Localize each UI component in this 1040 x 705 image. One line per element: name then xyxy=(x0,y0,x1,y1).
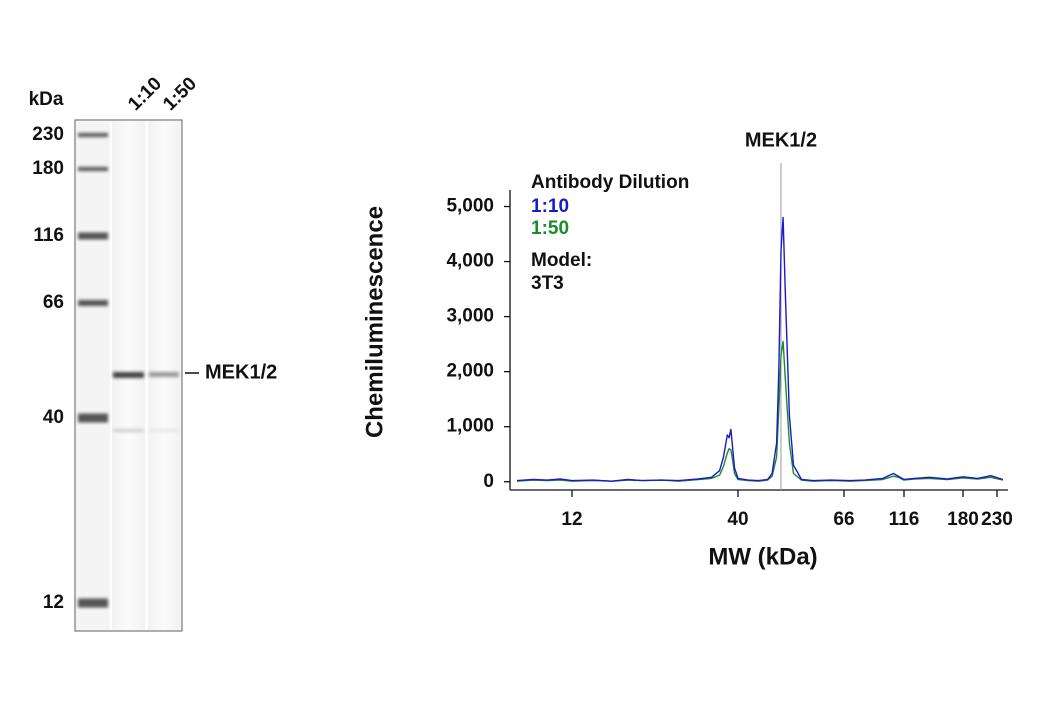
gel-unit-label: kDa xyxy=(29,89,64,110)
x-axis-title: MW (kDa) xyxy=(708,543,817,570)
ladder-band xyxy=(78,598,108,608)
ladder-band xyxy=(78,232,108,240)
legend-title: Antibody Dilution xyxy=(531,172,689,193)
sample-band xyxy=(149,429,179,432)
legend-entry: 1:50 xyxy=(531,218,569,239)
marker-label: 40 xyxy=(43,407,64,428)
marker-label: 116 xyxy=(33,225,64,246)
ladder-band xyxy=(78,300,108,306)
chart: 0 1,000 2,000 3,000 4,000 5,000 12 40 66 116 180 23… xyxy=(361,129,1013,570)
marker-label: 180 xyxy=(32,158,64,179)
sample-band xyxy=(113,372,144,378)
y-tick-label: 0 xyxy=(483,471,494,492)
x-tick-label: 116 xyxy=(889,509,920,530)
y-axis-title: Chemiluminescence xyxy=(361,206,388,438)
y-tick-label: 5,000 xyxy=(446,196,494,217)
gel: 230 180 116 66 40 12 xyxy=(32,121,181,630)
x-tick-label: 230 xyxy=(981,509,1013,530)
x-tick-label: 40 xyxy=(727,509,748,530)
lane-label: 1:50 xyxy=(159,73,201,115)
y-tick-label: 2,000 xyxy=(446,361,494,382)
annotation: Model: xyxy=(531,250,592,271)
y-tick-label: 1,000 xyxy=(446,416,494,437)
ladder-lane xyxy=(76,121,110,630)
annotation: 3T3 xyxy=(531,273,564,294)
ladder-band xyxy=(78,133,108,137)
ladder-band xyxy=(78,413,108,423)
marker-label: 230 xyxy=(32,124,64,145)
sample-band xyxy=(113,429,144,432)
marker-label: 66 xyxy=(43,292,64,313)
series-line xyxy=(516,216,1004,482)
lane-label: 1:10 xyxy=(124,73,166,115)
ladder-band xyxy=(78,167,108,171)
y-tick-label: 4,000 xyxy=(446,251,494,272)
legend-entry: 1:10 xyxy=(531,196,569,217)
band-label: MEK1/2 xyxy=(205,361,277,383)
series-line xyxy=(516,340,1004,482)
marker-label: 12 xyxy=(43,592,64,613)
x-tick-label: 12 xyxy=(561,509,582,530)
y-tick-label: 3,000 xyxy=(446,306,494,327)
x-tick-label: 66 xyxy=(833,509,854,530)
x-tick-label: 180 xyxy=(947,509,979,530)
sample-band xyxy=(149,372,179,377)
chart-title: MEK1/2 xyxy=(745,129,817,151)
